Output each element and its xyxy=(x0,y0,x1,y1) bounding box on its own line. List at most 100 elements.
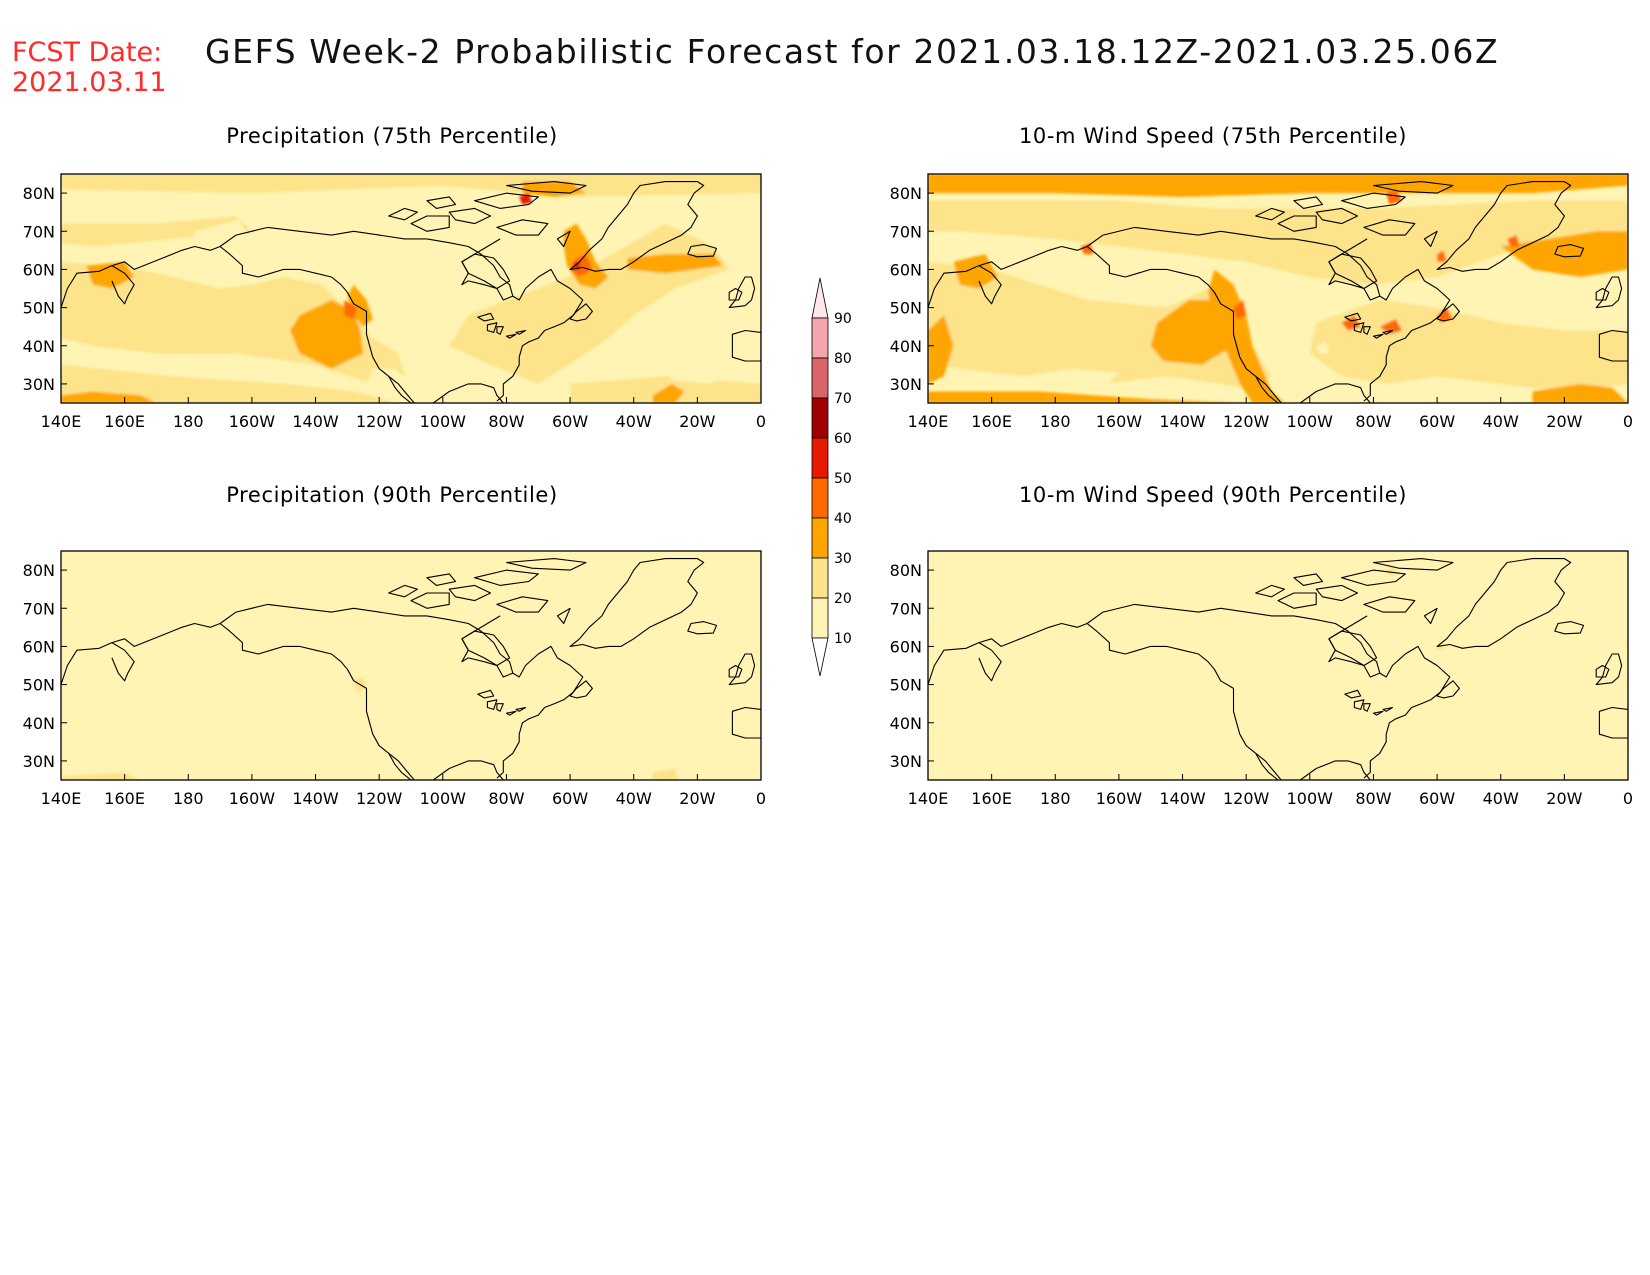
field-background xyxy=(928,551,1628,780)
lat-tick-label: 40N xyxy=(890,337,922,356)
lon-tick-label: 20W xyxy=(1546,789,1582,808)
probability-contour xyxy=(1284,357,1301,373)
lat-tick-label: 50N xyxy=(890,299,922,318)
probability-contour xyxy=(194,219,252,251)
map-frame xyxy=(927,173,1629,404)
probability-contour xyxy=(1437,250,1447,262)
probability-contour xyxy=(1437,307,1453,323)
lon-tick-label: 140E xyxy=(908,789,949,808)
probability-contour xyxy=(61,174,761,197)
lon-tick-label: 160E xyxy=(971,789,1012,808)
lon-tick-label: 160E xyxy=(971,412,1012,431)
lon-tick-label: 160W xyxy=(1096,789,1143,808)
lat-tick-label: 80N xyxy=(890,184,922,203)
lat-tick-label: 60N xyxy=(890,637,922,656)
lon-tick-label: 140E xyxy=(908,412,949,431)
lon-tick-label: 20W xyxy=(679,412,715,431)
lon-tick-label: 100W xyxy=(1287,412,1334,431)
forecast-date: FCST Date: 2021.03.11 xyxy=(12,38,167,98)
panel-title-wind-90: 10-m Wind Speed (90th Percentile) xyxy=(1018,483,1408,507)
lon-tick-label: 120W xyxy=(356,412,403,431)
probability-contour xyxy=(928,200,1628,285)
lon-tick-label: 140E xyxy=(41,789,82,808)
lon-tick-label: 120W xyxy=(356,789,403,808)
lat-tick-label: 50N xyxy=(23,299,55,318)
probability-contour xyxy=(627,254,723,274)
probability-contour xyxy=(1341,315,1361,331)
lat-tick-label: 60N xyxy=(23,260,55,279)
probability-contour xyxy=(1112,665,1234,746)
probability-contour xyxy=(928,593,1024,609)
lat-tick-label: 70N xyxy=(23,599,55,618)
colorbar-label: 50 xyxy=(834,471,852,487)
lon-tick-label: 0 xyxy=(756,789,766,808)
lon-tick-label: 0 xyxy=(1623,412,1633,431)
colorbar-label: 70 xyxy=(834,391,852,407)
lon-tick-label: 120W xyxy=(1223,412,1270,431)
lat-tick-label: 40N xyxy=(23,337,55,356)
lon-tick-label: 80W xyxy=(488,412,524,431)
lon-tick-label: 20W xyxy=(1546,412,1582,431)
map-frame xyxy=(60,173,762,404)
probability-contour xyxy=(1265,334,1275,346)
map-frame xyxy=(60,550,762,781)
coastline xyxy=(928,181,1628,403)
probability-contour xyxy=(1507,600,1628,662)
lon-tick-label: 60W xyxy=(1419,412,1455,431)
lon-tick-label: 40W xyxy=(1483,789,1519,808)
lat-tick-label: 50N xyxy=(890,676,922,695)
lon-tick-label: 140E xyxy=(41,412,82,431)
colorbar-label: 60 xyxy=(834,431,852,447)
probability-contour xyxy=(570,254,593,277)
colorbar-segment xyxy=(811,517,829,559)
lon-tick-label: 40W xyxy=(616,789,652,808)
lat-tick-label: 50N xyxy=(23,676,55,695)
probability-contour xyxy=(267,657,399,777)
lon-tick-label: 80W xyxy=(488,789,524,808)
lat-tick-label: 40N xyxy=(23,714,55,733)
lon-tick-label: 140W xyxy=(292,789,339,808)
colorbar-legend: 90 80 70 60 50 40 30 20 10 xyxy=(811,277,852,677)
probability-contour xyxy=(928,391,1247,403)
lon-tick-label: 180 xyxy=(1040,789,1071,808)
colorbar-label: 10 xyxy=(834,631,852,647)
lat-tick-label: 30N xyxy=(23,375,55,394)
probability-contour xyxy=(928,722,960,761)
lon-tick-label: 20W xyxy=(679,789,715,808)
panel-title-precip-75: Precipitation (75th Percentile) xyxy=(226,124,558,148)
lon-tick-label: 140W xyxy=(292,412,339,431)
forecast-date-value: 2021.03.11 xyxy=(12,67,167,98)
probability-contour xyxy=(652,768,679,780)
lat-tick-label: 70N xyxy=(23,222,55,241)
lon-tick-label: 40W xyxy=(616,412,652,431)
probability-contour xyxy=(665,353,736,384)
lon-tick-label: 120W xyxy=(1223,789,1270,808)
coastline xyxy=(61,558,761,780)
map-panel-wind-90: 80N 70N 60N 50N 40N 30N 140E 160E 180 160W 140W 120… xyxy=(890,550,1633,808)
panel-title-wind-75: 10-m Wind Speed (75th Percentile) xyxy=(1018,124,1408,148)
lon-tick-label: 0 xyxy=(1623,789,1633,808)
map-panel-wind-75: 80N 70N 60N 50N 40N 30N 140E 160E 180 160W 140W 120… xyxy=(890,173,1633,431)
probability-contour xyxy=(61,657,163,704)
probability-contour xyxy=(1316,665,1476,738)
lat-tick-label: 70N xyxy=(890,599,922,618)
probability-contour xyxy=(61,551,761,578)
colorbar-label: 90 xyxy=(834,311,852,327)
colorbar-bottom-arrow xyxy=(811,637,829,677)
lon-tick-label: 100W xyxy=(420,412,467,431)
lon-tick-label: 160W xyxy=(229,412,276,431)
probability-contour xyxy=(1208,269,1285,403)
colorbar-label: 80 xyxy=(834,351,852,367)
probability-contour xyxy=(61,600,246,654)
map-frame xyxy=(927,550,1629,781)
probability-contour xyxy=(1316,341,1329,354)
probability-contour xyxy=(436,231,459,251)
lat-tick-label: 30N xyxy=(890,752,922,771)
probability-contour xyxy=(61,760,427,780)
lat-tick-label: 40N xyxy=(890,714,922,733)
probability-contour xyxy=(290,300,364,369)
colorbar-segment xyxy=(811,597,829,639)
forecast-date-label: FCST Date: xyxy=(12,37,163,68)
probability-contour xyxy=(1507,235,1520,247)
